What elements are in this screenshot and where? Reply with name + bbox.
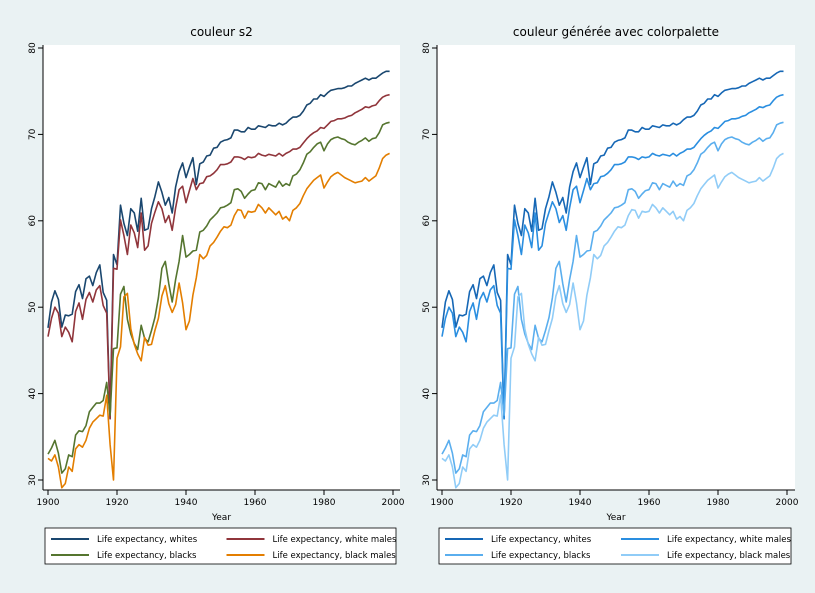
x-tick-label: 1920 <box>106 498 129 508</box>
y-tick-label: 70 <box>422 128 432 140</box>
plot-area <box>43 45 400 490</box>
legend-label-3: Life expectancy, blacks <box>491 551 591 561</box>
y-tick-label: 40 <box>422 388 432 400</box>
y-tick-label: 80 <box>28 42 38 54</box>
x-tick-label: 1940 <box>569 498 592 508</box>
chart-title: couleur s2 <box>190 25 253 39</box>
x-tick-label: 1900 <box>431 498 454 508</box>
legend-box <box>44 527 397 565</box>
legend-label-1: Life expectancy, whites <box>491 535 592 545</box>
y-tick-label: 80 <box>422 42 432 54</box>
legend-label-4: Life expectancy, black males <box>667 551 791 561</box>
x-tick-label: 1960 <box>244 498 267 508</box>
x-tick-label: 2000 <box>382 498 405 508</box>
series-line-2 <box>441 93 784 420</box>
chart-panel-right: couleur générée avec colorpalette 30 40 50 6… <box>422 25 799 565</box>
x-tick-label: 1940 <box>175 498 198 508</box>
legend-label-3: Life expectancy, blacks <box>97 551 197 561</box>
x-tick-label: 1900 <box>37 498 60 508</box>
y-tick-label: 30 <box>422 474 432 486</box>
series-line-4 <box>47 152 390 489</box>
x-tick-label: 2000 <box>776 498 799 508</box>
y-tick-label: 50 <box>422 301 432 313</box>
legend-label-2: Life expectancy, white males <box>667 535 792 545</box>
plot-area <box>437 45 795 490</box>
series-line-4 <box>441 152 784 489</box>
x-tick-label: 1920 <box>500 498 523 508</box>
y-tick-label: 40 <box>28 388 38 400</box>
series-line-1 <box>47 70 390 420</box>
series-line-2 <box>47 93 390 420</box>
y-tick-label: 60 <box>28 215 38 227</box>
x-tick-label: 1980 <box>707 498 730 508</box>
x-tick-label: 1980 <box>313 498 336 508</box>
y-tick-label: 70 <box>28 128 38 140</box>
x-axis-title: Year <box>605 513 625 523</box>
series-line-1 <box>441 70 784 420</box>
chart-panel-left: couleur s2 30 40 50 60 70 80 1900 1920 1940 1960 19… <box>28 25 405 565</box>
series-line-3 <box>47 121 390 474</box>
series-line-3 <box>441 121 784 474</box>
y-tick-label: 30 <box>28 474 38 486</box>
y-tick-label: 60 <box>422 215 432 227</box>
legend-label-2: Life expectancy, white males <box>273 535 398 545</box>
legend-box <box>438 527 792 565</box>
chart-title: couleur générée avec colorpalette <box>513 25 719 39</box>
legend-label-4: Life expectancy, black males <box>273 551 397 561</box>
y-tick-label: 50 <box>28 301 38 313</box>
legend-label-1: Life expectancy, whites <box>97 535 198 545</box>
x-tick-label: 1960 <box>638 498 661 508</box>
x-axis-title: Year <box>211 513 231 523</box>
